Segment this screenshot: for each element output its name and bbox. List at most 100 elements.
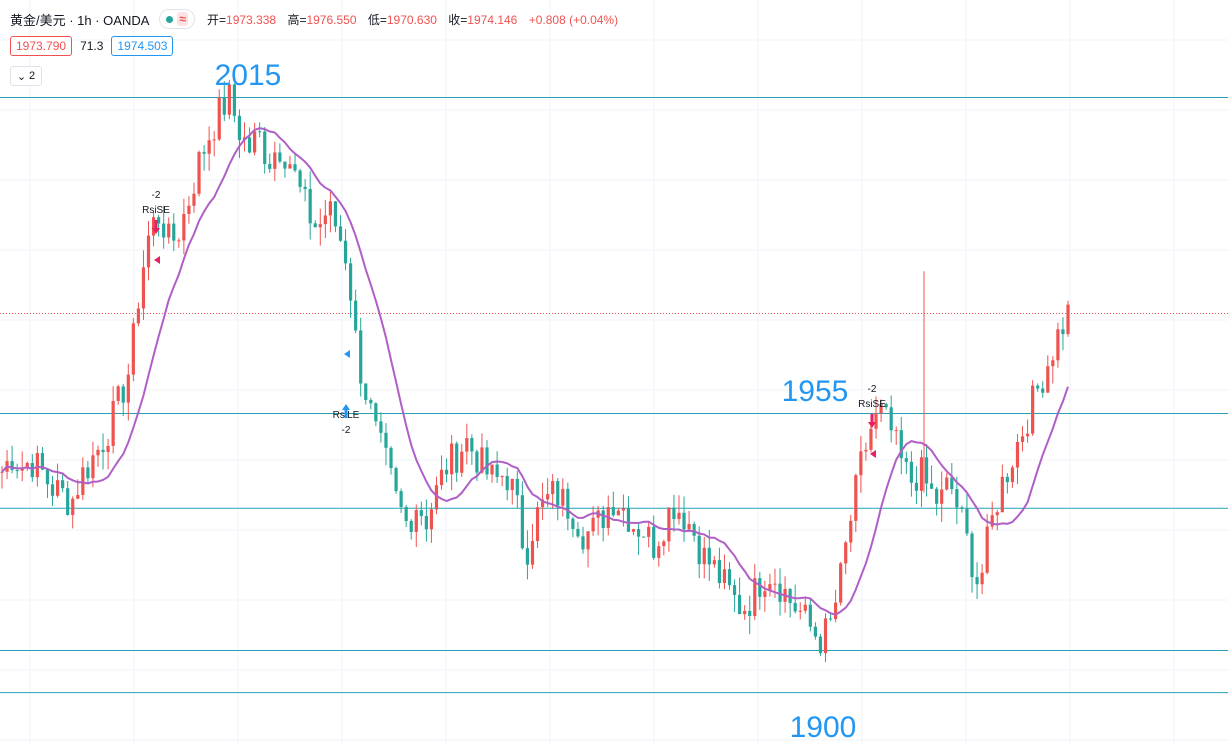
candle-body [354, 300, 358, 331]
candle-body [323, 215, 327, 225]
candle-body [965, 508, 969, 534]
signal-text-2: RsiSE [858, 399, 886, 410]
candle-body [30, 462, 34, 478]
candle-body [525, 548, 530, 565]
candle-body [823, 618, 828, 654]
candle-body [40, 453, 45, 470]
ask-price-box[interactable]: 1974.503 [111, 36, 174, 56]
market-open-dot-icon [166, 15, 174, 23]
signal-text-1: -2 [152, 190, 161, 201]
candle-body [849, 520, 853, 543]
candle-body [677, 512, 681, 520]
candle-body [813, 626, 817, 637]
candle-body [1015, 441, 1020, 468]
candle-body [712, 560, 716, 565]
candle-body [889, 407, 893, 431]
bid-price-box[interactable]: 1973.790 [10, 36, 73, 56]
candle-body [667, 507, 671, 542]
candle-body [121, 386, 125, 403]
candle-body [91, 455, 95, 479]
price-annotation-1955: 1955 [782, 375, 849, 408]
candle-body [975, 577, 979, 585]
candle-body [950, 477, 954, 490]
signal-up-arrow-icon [342, 404, 350, 418]
candle-body [490, 464, 494, 475]
candle-body [303, 186, 307, 189]
symbol-title[interactable]: 黄金/美元 · 1h · OANDA [10, 12, 150, 28]
candle-body [475, 451, 479, 473]
candle-body [182, 213, 186, 241]
candle-body [540, 499, 545, 508]
candle-body [621, 508, 626, 511]
candle-body [773, 583, 777, 585]
candle-body [61, 480, 65, 489]
candle-body [803, 604, 807, 611]
candle-body [581, 536, 585, 550]
candle-body [197, 152, 201, 194]
open-value: 1973.338 [226, 12, 277, 27]
close-value: 1974.146 [467, 12, 518, 27]
candle-body [662, 541, 666, 547]
candle-body [520, 495, 524, 549]
candle-body [247, 137, 252, 153]
candle-body [141, 267, 146, 309]
candle-body [384, 432, 388, 448]
candle-body [945, 477, 949, 490]
candle-body [232, 84, 236, 116]
candle-body [884, 403, 888, 408]
candle-body [768, 584, 772, 592]
signal-text-2: -2 [342, 425, 351, 436]
candle-body [1000, 476, 1004, 513]
candle-body [697, 535, 701, 565]
indicator-count: 2 [29, 70, 36, 82]
candle-body [732, 585, 737, 595]
high-value: 1976.550 [306, 12, 357, 27]
candle-body [1005, 476, 1009, 483]
candle-body [591, 517, 595, 532]
candle-body [379, 421, 383, 433]
candle-body [111, 400, 115, 446]
market-status-badge[interactable]: ≈ [159, 9, 196, 29]
candle-body [450, 443, 454, 475]
candle-body [1041, 388, 1045, 393]
candle-body [1051, 360, 1055, 367]
candle-body [834, 602, 838, 620]
candle-body [1056, 329, 1060, 361]
candle-body [253, 131, 257, 153]
candle-body [212, 139, 216, 141]
candle-body [1020, 436, 1025, 442]
candle-body [738, 594, 742, 615]
candle-body [657, 546, 661, 558]
candle-body [839, 563, 843, 603]
candle-body [1066, 304, 1070, 335]
candle-body [707, 547, 711, 565]
quote-row: 1973.790 71.3 1974.503 [10, 36, 174, 56]
candle-body [328, 201, 332, 216]
candle-body [702, 547, 706, 565]
candle-body [318, 224, 322, 228]
moving-average-line [1, 127, 1069, 616]
candle-body [551, 481, 555, 495]
candle-body [136, 308, 141, 324]
signal-flag-icon [870, 450, 876, 458]
candle-body [308, 188, 312, 224]
candle-body [500, 476, 504, 478]
candle-body [131, 323, 135, 375]
candle-body [187, 205, 191, 214]
candle-body [45, 469, 50, 485]
candle-body [793, 602, 797, 612]
candle-body [409, 520, 413, 532]
candle-body [556, 481, 560, 506]
candle-body [535, 507, 540, 541]
candle-body [404, 507, 408, 521]
candle-body [990, 515, 994, 527]
candle-body [909, 461, 913, 483]
low-label: 低= [367, 12, 387, 27]
indicators-toggle-button[interactable]: ⌄ 2 [10, 66, 42, 86]
signal-flag-icon [154, 256, 160, 264]
candle-body [586, 531, 590, 550]
candle-body [55, 480, 60, 496]
candle-body [202, 152, 206, 154]
candle-body [955, 489, 959, 508]
